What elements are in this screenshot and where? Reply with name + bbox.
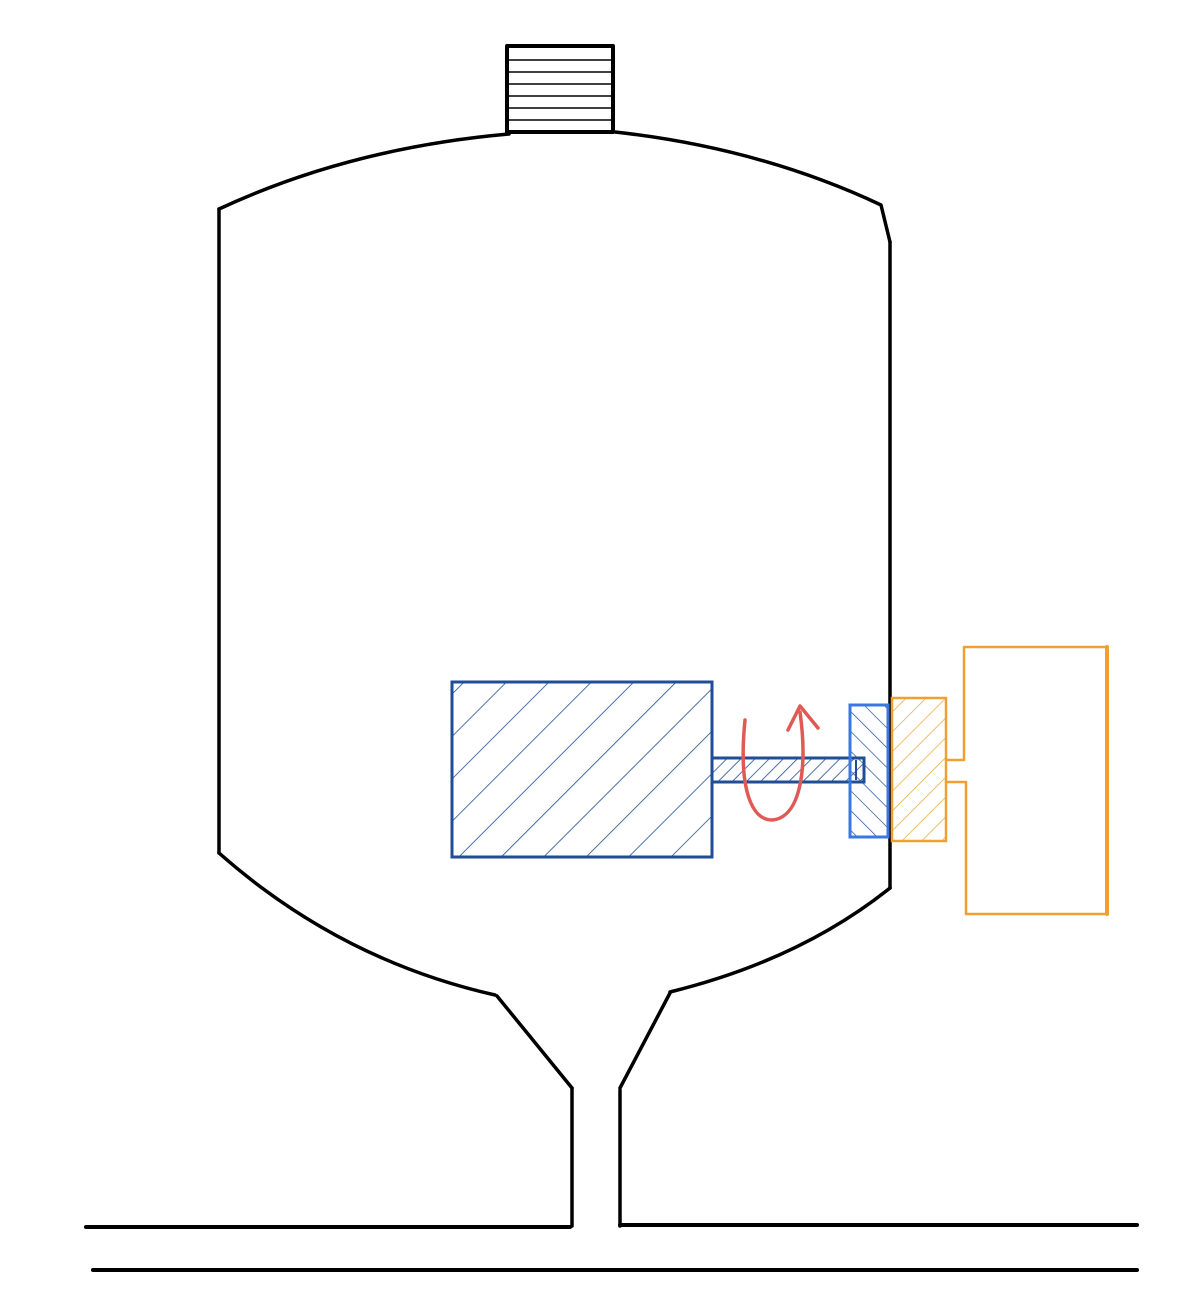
tank-vessel [217, 130, 892, 997]
drive-shaft [710, 756, 866, 784]
outlet-pipe [570, 1086, 622, 1228]
inner-magnet [848, 703, 890, 839]
filler-neck [505, 44, 615, 134]
horizontal-pipeline [84, 1223, 1139, 1272]
outer-magnet [890, 696, 948, 843]
rotation-arrow-icon [741, 704, 820, 822]
external-housing [944, 645, 1109, 916]
outlet-funnel [495, 991, 672, 1090]
motor-block [450, 680, 714, 859]
